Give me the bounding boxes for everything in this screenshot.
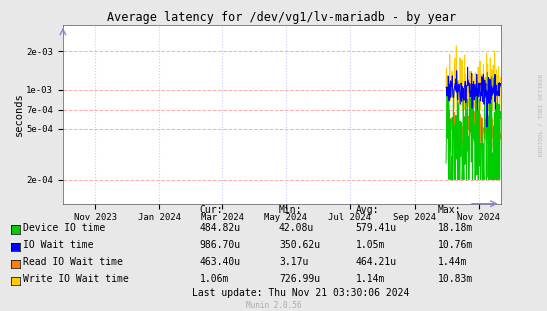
- Text: 464.21u: 464.21u: [356, 257, 397, 267]
- Y-axis label: seconds: seconds: [14, 92, 24, 136]
- Text: Min:: Min:: [279, 205, 302, 215]
- Text: Cur:: Cur:: [200, 205, 223, 215]
- Text: Device IO time: Device IO time: [23, 223, 105, 233]
- Text: Read IO Wait time: Read IO Wait time: [23, 257, 123, 267]
- Text: 1.06m: 1.06m: [200, 274, 229, 284]
- Text: 42.08u: 42.08u: [279, 223, 314, 233]
- Text: 726.99u: 726.99u: [279, 274, 320, 284]
- Text: RRDTOOL / TOBI OETIKER: RRDTOOL / TOBI OETIKER: [538, 74, 543, 156]
- Text: 484.82u: 484.82u: [200, 223, 241, 233]
- Text: 1.14m: 1.14m: [356, 274, 385, 284]
- Text: 463.40u: 463.40u: [200, 257, 241, 267]
- Text: 3.17u: 3.17u: [279, 257, 309, 267]
- Text: 10.83m: 10.83m: [438, 274, 473, 284]
- Text: IO Wait time: IO Wait time: [23, 240, 94, 250]
- Text: 1.05m: 1.05m: [356, 240, 385, 250]
- Text: Avg:: Avg:: [356, 205, 379, 215]
- Title: Average latency for /dev/vg1/lv-mariadb - by year: Average latency for /dev/vg1/lv-mariadb …: [107, 11, 456, 24]
- Text: Munin 2.0.56: Munin 2.0.56: [246, 301, 301, 310]
- Text: 986.70u: 986.70u: [200, 240, 241, 250]
- Text: 1.44m: 1.44m: [438, 257, 467, 267]
- Text: 18.18m: 18.18m: [438, 223, 473, 233]
- Text: 579.41u: 579.41u: [356, 223, 397, 233]
- Text: Write IO Wait time: Write IO Wait time: [23, 274, 129, 284]
- Text: Last update: Thu Nov 21 03:30:06 2024: Last update: Thu Nov 21 03:30:06 2024: [192, 288, 410, 298]
- Text: 350.62u: 350.62u: [279, 240, 320, 250]
- Text: Max:: Max:: [438, 205, 461, 215]
- Text: 10.76m: 10.76m: [438, 240, 473, 250]
